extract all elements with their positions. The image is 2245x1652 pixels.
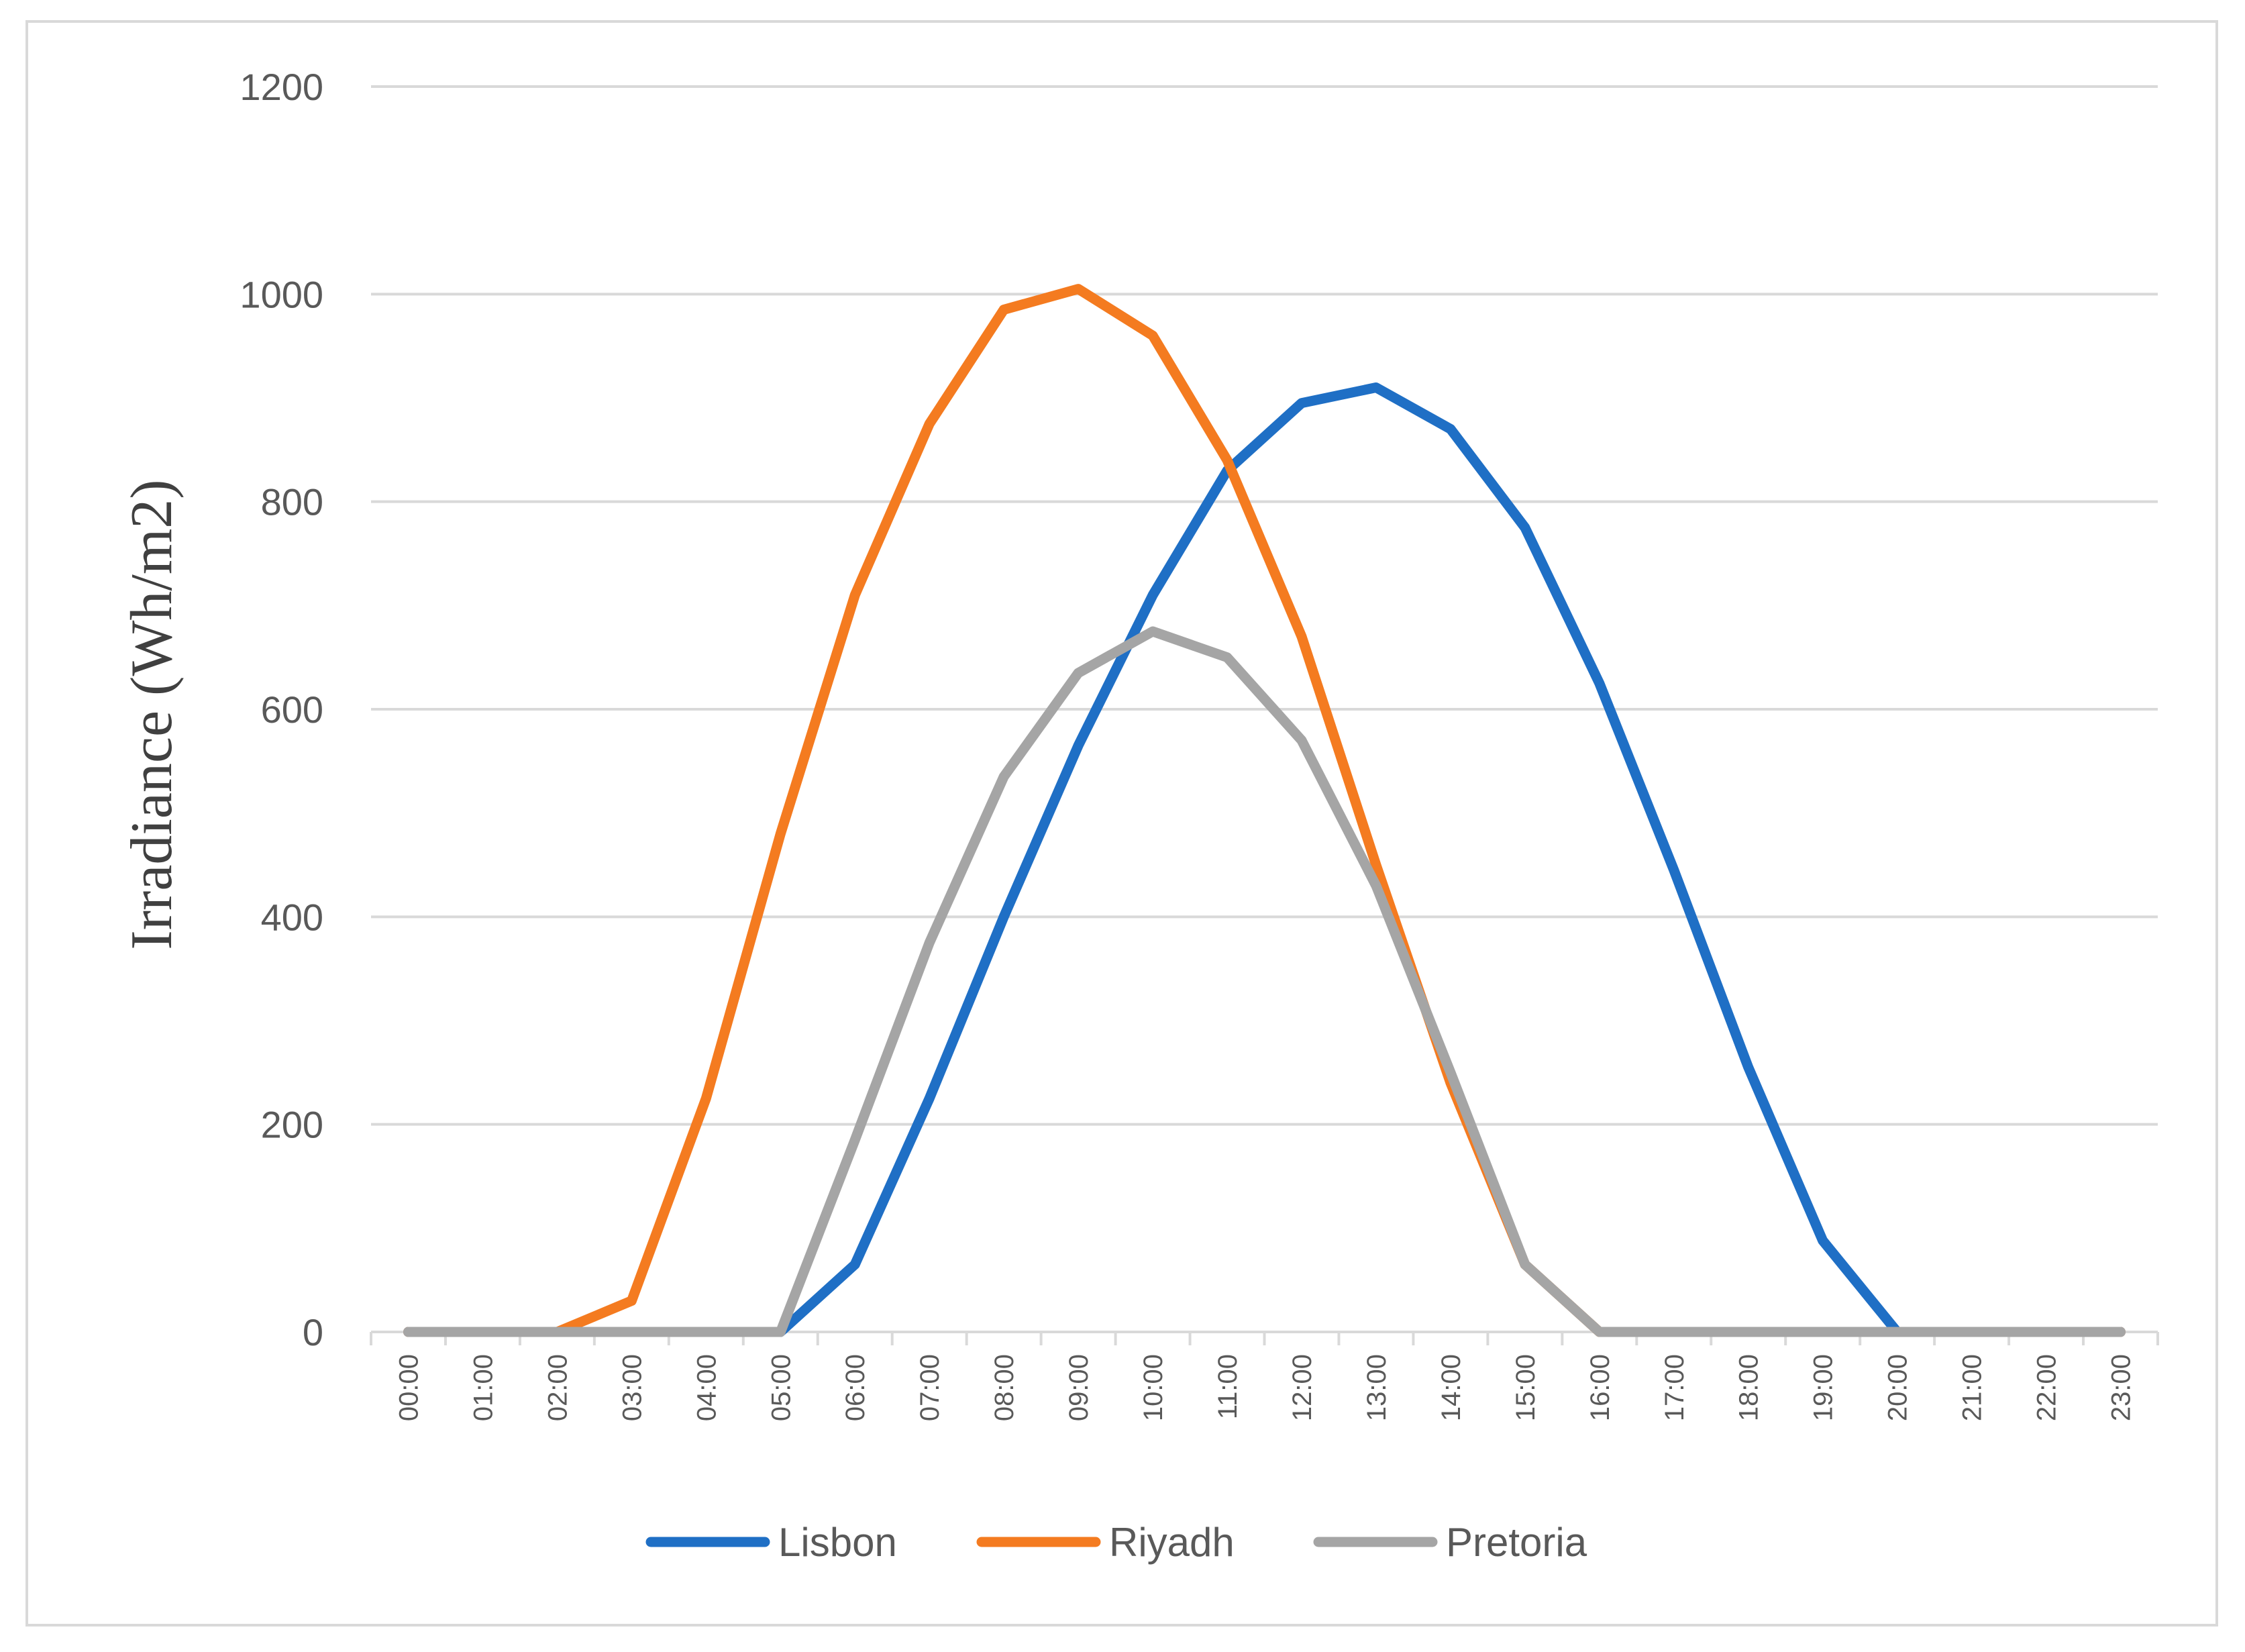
x-tick-label: 04:00 xyxy=(692,1354,721,1421)
x-tick-label: 06:00 xyxy=(841,1354,870,1421)
legend-label-riyadh: Riyadh xyxy=(1109,1520,1235,1565)
y-tick-label: 0 xyxy=(303,1311,323,1353)
series-lines xyxy=(403,284,2126,1337)
x-tick-label: 22:00 xyxy=(2032,1354,2062,1421)
y-axis-label: Irradiance (Wh/m2) xyxy=(119,479,185,949)
y-tick-label: 1000 xyxy=(240,273,323,315)
x-tick-label: 21:00 xyxy=(1958,1354,1987,1421)
x-tick-label: 09:00 xyxy=(1064,1354,1094,1421)
gridlines xyxy=(371,85,2158,1126)
y-tick-label: 200 xyxy=(261,1104,323,1146)
x-tick-labels: 00:00 01:00 02:00 03:00 04:00 05:00 06:00 07:00… xyxy=(394,1354,2136,1421)
x-tick-label: 00:00 xyxy=(394,1354,423,1421)
series-line-pretoria xyxy=(403,626,2126,1337)
y-tick-label: 600 xyxy=(261,688,323,731)
x-tick-label: 12:00 xyxy=(1288,1354,1317,1421)
chart-frame xyxy=(25,20,2218,1627)
y-tick-label: 1200 xyxy=(240,66,323,108)
x-tick-label: 19:00 xyxy=(1809,1354,1838,1421)
series-line-riyadh xyxy=(403,284,2126,1337)
legend-label-lisbon: Lisbon xyxy=(778,1520,897,1565)
y-tick-label: 800 xyxy=(261,481,323,523)
x-tick-label: 05:00 xyxy=(766,1354,796,1421)
legend: Lisbon Riyadh Pretoria xyxy=(645,1520,1587,1565)
y-tick-labels: 0 200 400 600 800 1000 1200 xyxy=(240,66,323,1353)
x-tick-label: 18:00 xyxy=(1734,1354,1764,1421)
x-tick-label: 15:00 xyxy=(1511,1354,1541,1421)
y-tick-label: 400 xyxy=(261,896,323,938)
series-line-lisbon xyxy=(403,382,2126,1337)
x-tick-label: 13:00 xyxy=(1362,1354,1392,1421)
x-tick-label: 07:00 xyxy=(915,1354,945,1421)
x-tick-label: 08:00 xyxy=(990,1354,1019,1421)
x-tick-label: 14:00 xyxy=(1437,1354,1466,1421)
x-tick-label: 23:00 xyxy=(2107,1354,2136,1421)
x-tick-label: 11:00 xyxy=(1213,1354,1243,1419)
x-tick-label: 17:00 xyxy=(1660,1354,1689,1421)
x-tick-label: 20:00 xyxy=(1883,1354,1913,1421)
legend-label-pretoria: Pretoria xyxy=(1446,1520,1587,1565)
x-tick-label: 16:00 xyxy=(1585,1354,1615,1421)
x-tick-label: 03:00 xyxy=(617,1354,647,1421)
x-tick-label: 02:00 xyxy=(543,1354,572,1421)
x-tick-label: 01:00 xyxy=(468,1354,498,1421)
x-tick-label: 10:00 xyxy=(1139,1354,1168,1421)
